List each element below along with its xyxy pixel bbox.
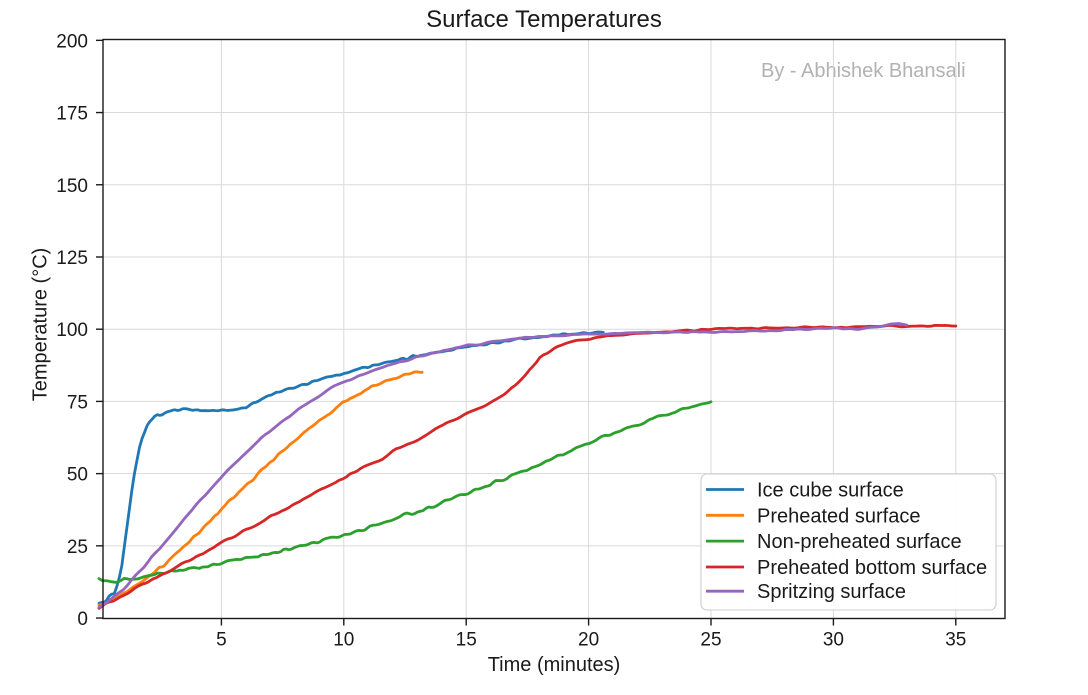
svg-text:75: 75 xyxy=(67,392,88,413)
svg-text:Ice cube surface: Ice cube surface xyxy=(757,480,904,502)
svg-text:25: 25 xyxy=(67,537,88,558)
svg-text:Preheated surface: Preheated surface xyxy=(757,505,920,527)
svg-text:100: 100 xyxy=(56,320,88,341)
svg-text:Non-preheated surface: Non-preheated surface xyxy=(757,531,962,553)
svg-text:Preheated bottom surface: Preheated bottom surface xyxy=(757,557,987,579)
svg-text:10: 10 xyxy=(333,630,354,651)
svg-text:0: 0 xyxy=(77,609,88,630)
svg-text:20: 20 xyxy=(578,630,599,651)
svg-text:125: 125 xyxy=(56,248,88,269)
svg-text:15: 15 xyxy=(456,630,477,651)
svg-text:35: 35 xyxy=(945,630,966,651)
svg-text:50: 50 xyxy=(67,465,88,486)
svg-text:30: 30 xyxy=(823,630,844,651)
svg-text:5: 5 xyxy=(216,630,227,651)
svg-text:150: 150 xyxy=(56,176,88,197)
svg-text:25: 25 xyxy=(700,630,721,651)
svg-text:Spritzing surface: Spritzing surface xyxy=(757,581,906,603)
svg-text:175: 175 xyxy=(56,104,88,125)
svg-text:200: 200 xyxy=(56,31,88,52)
